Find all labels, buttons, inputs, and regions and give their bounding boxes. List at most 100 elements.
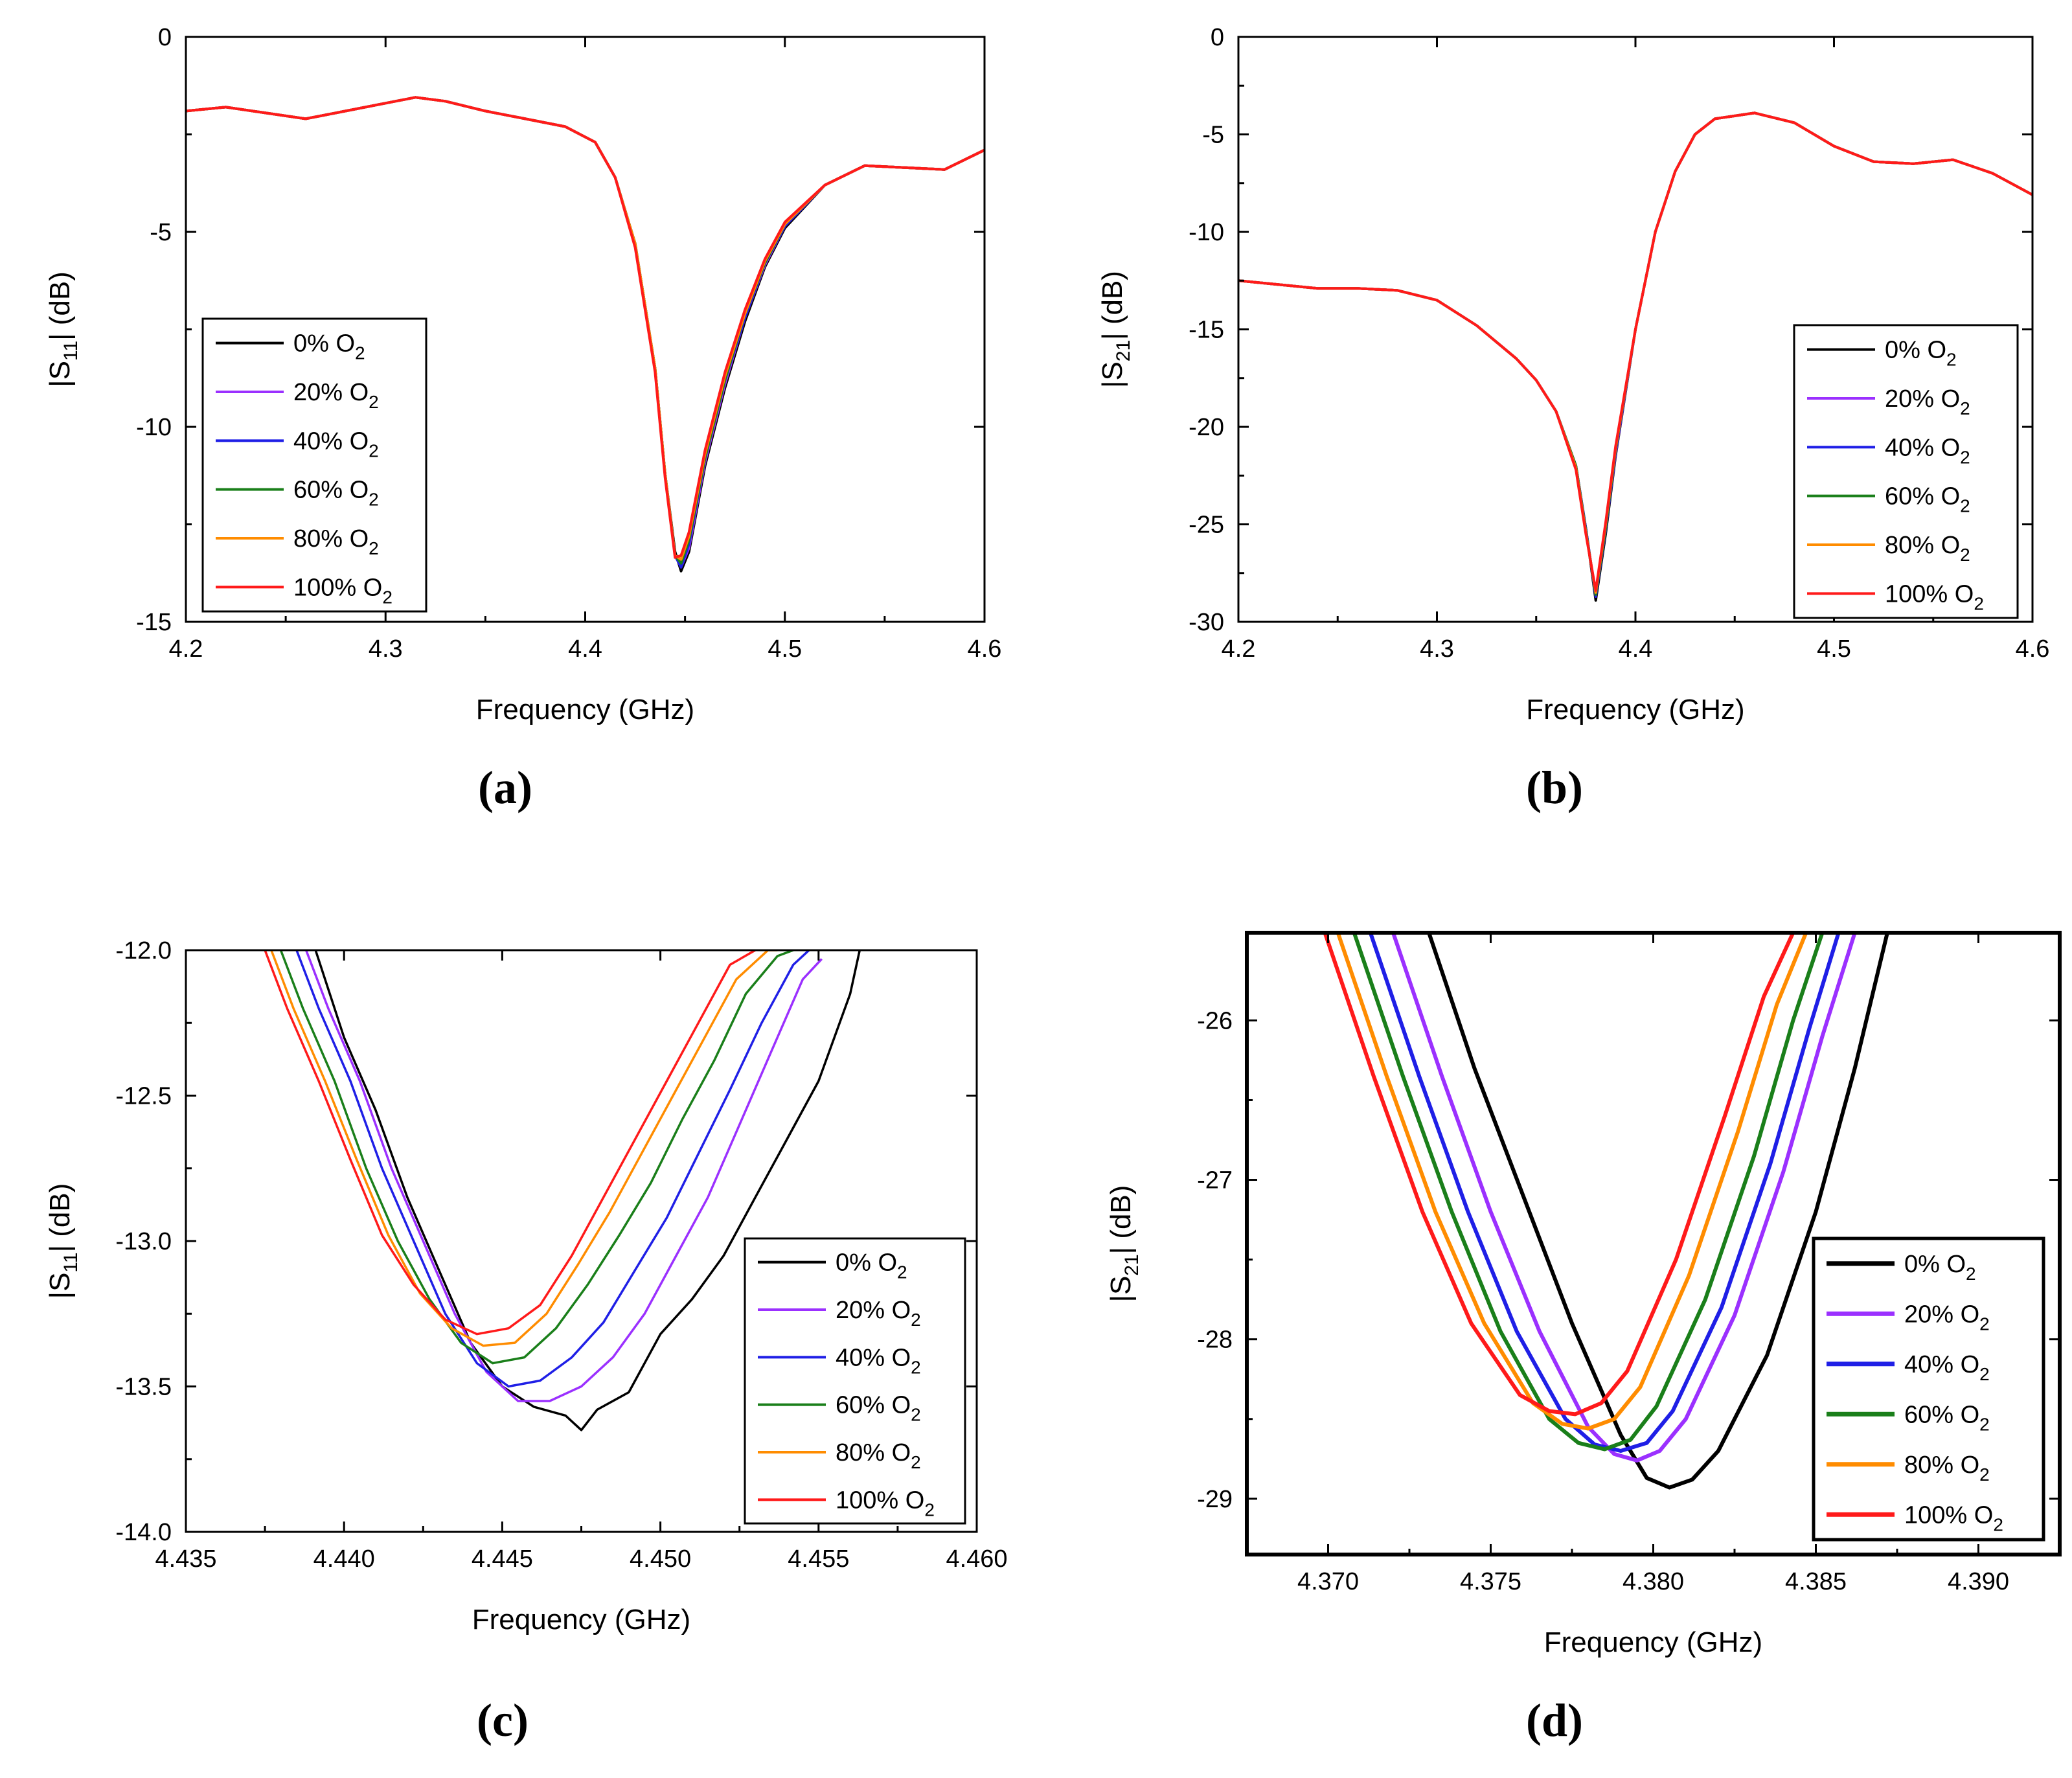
y-tick-label: -5 bbox=[150, 219, 172, 246]
y-axis-title-main: |S bbox=[44, 361, 76, 387]
legend-label: 60% O2 bbox=[836, 1392, 921, 1425]
y-axis-title: |S21| (dB) bbox=[1105, 1185, 1143, 1303]
y-tick-label: -13.0 bbox=[115, 1228, 172, 1255]
x-tick-label: 4.460 bbox=[946, 1545, 1007, 1573]
x-tick-label: 4.390 bbox=[1948, 1568, 2009, 1595]
y-axis-title: |S21| (dB) bbox=[1097, 271, 1134, 388]
x-tick-label: 4.4 bbox=[1619, 635, 1653, 663]
legend-label: 20% O2 bbox=[1904, 1301, 1990, 1334]
y-axis-title-main: |S bbox=[1105, 1276, 1137, 1303]
legend-label: 100% O2 bbox=[1904, 1501, 2003, 1534]
x-tick-label: 4.5 bbox=[1817, 635, 1851, 663]
legend-label: 0% O2 bbox=[836, 1249, 907, 1282]
y-axis-title-main: |S bbox=[1097, 361, 1128, 388]
legend-label: 100% O2 bbox=[1885, 580, 1984, 613]
y-tick-label: -13.5 bbox=[115, 1374, 172, 1401]
panel-label: (b) bbox=[1526, 762, 1583, 814]
series-line-80o2 bbox=[270, 950, 778, 1347]
legend-label: 20% O2 bbox=[836, 1297, 921, 1330]
legend-label: 60% O2 bbox=[1885, 483, 1970, 516]
y-tick-label: -14.0 bbox=[115, 1519, 172, 1546]
legend: 0% O2 20% O2 40% O2 60% O2 80% O2 100% O2 bbox=[201, 317, 427, 613]
y-tick-label: -25 bbox=[1189, 512, 1224, 539]
x-tick-label: 4.4 bbox=[568, 635, 602, 663]
series-group bbox=[1323, 933, 1889, 1490]
x-tick-label: 4.6 bbox=[2016, 635, 2050, 663]
legend-label: 100% O2 bbox=[293, 574, 393, 607]
series-line-40o2 bbox=[1368, 933, 1841, 1453]
x-tick-label: 4.450 bbox=[630, 1545, 691, 1573]
y-tick-label: -29 bbox=[1197, 1486, 1233, 1513]
x-axis-title: Frequency (GHz) bbox=[476, 694, 694, 725]
x-tick-label: 4.385 bbox=[1785, 1568, 1847, 1595]
y-tick-label: 0 bbox=[158, 24, 172, 51]
y-axis-title-tail: | (dB) bbox=[1105, 1185, 1137, 1255]
panel-d: 4.370 4.375 4.380 4.385 4.390 -26 -27 -28 -29 Fre… bbox=[1105, 931, 2062, 1746]
x-tick-label: 4.2 bbox=[169, 635, 203, 663]
series-group bbox=[1238, 111, 2032, 602]
legend: 0% O2 20% O2 40% O2 60% O2 80% O2 100% O2 bbox=[1812, 1237, 2045, 1542]
legend-box bbox=[744, 1237, 966, 1525]
legend-label: 0% O2 bbox=[293, 330, 365, 363]
y-tick-label: -27 bbox=[1197, 1167, 1233, 1194]
x-axis-title: Frequency (GHz) bbox=[472, 1604, 690, 1636]
y-tick-label: -12.0 bbox=[115, 937, 172, 964]
legend-label: 60% O2 bbox=[293, 477, 379, 510]
panel-label: (c) bbox=[477, 1694, 529, 1746]
series-line-60o2 bbox=[279, 950, 794, 1365]
legend-label: 80% O2 bbox=[836, 1439, 921, 1472]
series-line-100o2 bbox=[186, 96, 985, 559]
series-line-60o2 bbox=[1352, 933, 1825, 1452]
y-tick-label: -20 bbox=[1189, 414, 1224, 441]
x-axis-title: Frequency (GHz) bbox=[1544, 1626, 1762, 1658]
series-line-100o2 bbox=[1238, 111, 2032, 592]
y-axis-title-sub: 11 bbox=[60, 341, 82, 361]
x-axis-title: Frequency (GHz) bbox=[1526, 694, 1744, 725]
legend-label: 0% O2 bbox=[1885, 337, 1957, 370]
y-axis-title-tail: | (dB) bbox=[1097, 271, 1128, 340]
x-tick-label: 4.3 bbox=[369, 635, 403, 663]
x-tick-label: 4.375 bbox=[1460, 1568, 1521, 1595]
legend-label: 40% O2 bbox=[1904, 1351, 1990, 1384]
y-axis-title-sub: 21 bbox=[1121, 1254, 1143, 1275]
series-group bbox=[186, 96, 985, 573]
series-line-80o2 bbox=[1336, 933, 1808, 1431]
y-tick-label: -15 bbox=[1189, 317, 1224, 344]
series-line-20o2 bbox=[1391, 933, 1857, 1463]
x-tick-label: 4.2 bbox=[1222, 635, 1256, 663]
legend-label: 80% O2 bbox=[1904, 1452, 1990, 1485]
legend-label: 20% O2 bbox=[293, 379, 379, 412]
y-tick-label: -28 bbox=[1197, 1327, 1233, 1354]
x-tick-label: 4.3 bbox=[1420, 635, 1454, 663]
x-tick-label: 4.445 bbox=[472, 1545, 533, 1573]
y-tick-label: -30 bbox=[1189, 609, 1224, 636]
legend-label: 100% O2 bbox=[836, 1487, 935, 1520]
y-tick-label: -5 bbox=[1202, 122, 1224, 149]
y-tick-label: 0 bbox=[1211, 24, 1224, 51]
x-tick-label: 4.440 bbox=[313, 1545, 375, 1573]
series-line-40o2 bbox=[295, 950, 810, 1388]
panel-a: 4.2 4.3 4.4 4.5 4.6 0 -5 -10 -15 Frequency (GHz) |… bbox=[44, 24, 1001, 814]
y-axis-title: |S11| (dB) bbox=[44, 271, 82, 387]
y-axis-title-main: |S bbox=[44, 1273, 76, 1299]
legend: 0% O2 20% O2 40% O2 60% O2 80% O2 100% O2 bbox=[1793, 324, 2019, 619]
series-line-100o2 bbox=[1323, 933, 1795, 1417]
x-tick-label: 4.435 bbox=[155, 1545, 216, 1573]
x-tick-label: 4.370 bbox=[1297, 1568, 1359, 1595]
x-tick-label: 4.380 bbox=[1622, 1568, 1684, 1595]
y-axis-title-sub: 21 bbox=[1113, 340, 1134, 361]
series-line-100o2 bbox=[264, 950, 756, 1336]
y-tick-label: -10 bbox=[136, 414, 172, 441]
y-tick-label: -12.5 bbox=[115, 1083, 172, 1110]
legend-label: 20% O2 bbox=[1885, 385, 1970, 418]
panel-label: (a) bbox=[478, 762, 532, 814]
y-axis-title-sub: 11 bbox=[60, 1252, 82, 1272]
panel-b: 4.2 4.3 4.4 4.5 4.6 0 -5 -10 -15 -20 -25 -30 Frequen… bbox=[1097, 24, 2049, 814]
panel-c: 4.435 4.440 4.445 4.450 4.455 4.460 -12.0 -12.5… bbox=[44, 937, 1008, 1746]
legend-label: 60% O2 bbox=[1904, 1401, 1990, 1434]
legend-box bbox=[1793, 324, 2019, 619]
y-axis-title-tail: | (dB) bbox=[44, 1183, 76, 1253]
series-line-0o2 bbox=[1427, 933, 1889, 1490]
legend-box bbox=[201, 317, 427, 613]
